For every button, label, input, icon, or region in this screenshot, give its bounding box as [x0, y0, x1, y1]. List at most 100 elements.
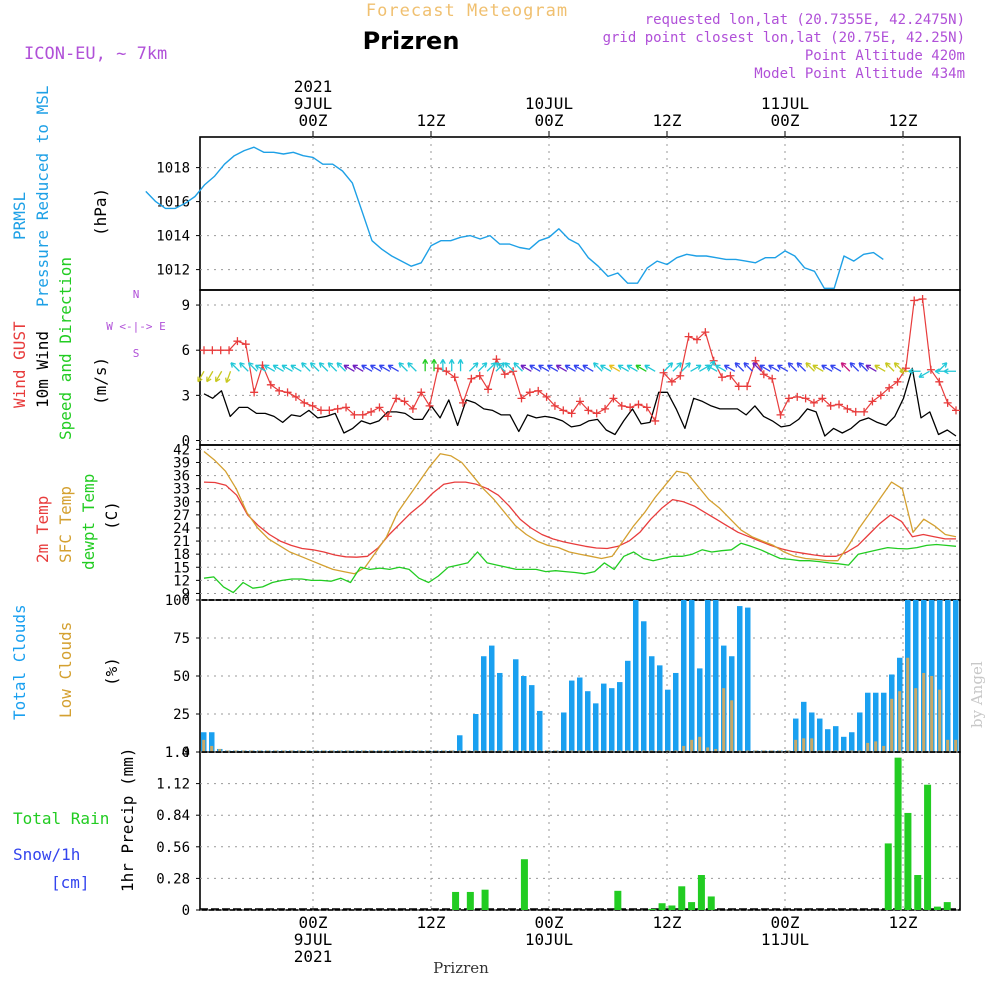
gust-marker — [768, 374, 777, 383]
total-cloud-bar — [625, 660, 631, 752]
wind-arrow — [768, 364, 780, 372]
total-cloud-bar — [953, 600, 959, 752]
y-tick-label: 27 — [173, 508, 190, 524]
low-cloud-bar — [202, 739, 206, 752]
rain-bar — [904, 812, 912, 910]
rain-bar — [688, 902, 696, 910]
gust-marker — [826, 401, 835, 410]
wind-arrow — [723, 364, 736, 372]
rain-bar — [943, 902, 951, 910]
wind-arrow — [263, 364, 276, 372]
total-cloud-bar — [833, 726, 839, 752]
gust-marker — [667, 377, 676, 386]
wind-arrow — [387, 364, 399, 372]
gust-marker — [208, 346, 217, 355]
panel-frame — [199, 444, 961, 601]
total-cloud-bar — [657, 665, 663, 752]
gust-marker — [484, 385, 493, 394]
total-cloud-bar — [529, 685, 535, 752]
pressure-line — [145, 146, 884, 289]
gust-marker — [283, 388, 292, 397]
wind-arrow — [361, 364, 373, 372]
total-cloud-bar — [825, 729, 831, 752]
wind-arrow — [690, 364, 702, 372]
time-tick-bottom-label: 12Z — [653, 913, 682, 932]
total-cloud-bar — [601, 683, 607, 752]
wind-arrow — [743, 362, 753, 372]
low-cloud-bar — [930, 676, 934, 752]
gust-marker — [692, 335, 701, 344]
wind-arrow — [225, 371, 232, 384]
rain-bar — [452, 891, 460, 910]
y-tick-label: 1018 — [156, 161, 190, 177]
gust-marker — [400, 397, 409, 406]
wind-arrow — [281, 364, 293, 372]
wind-arrow — [672, 362, 683, 372]
gust-marker — [492, 355, 501, 364]
y-tick-label: 15 — [173, 560, 190, 576]
low-cloud-bar — [882, 745, 886, 752]
wind-arrow — [600, 364, 612, 372]
pressure-label-1: PRMSL — [10, 192, 29, 240]
y-tick-label: 1.4 — [165, 745, 190, 761]
gust-marker — [893, 377, 902, 386]
time-tick-top-label: 12Z — [653, 111, 682, 130]
time-tick-top-label: 00Z — [299, 111, 328, 130]
gust-marker — [759, 370, 768, 379]
gust-marker — [350, 410, 359, 419]
y-tick-label: 3 — [182, 388, 190, 404]
point-altitude: Point Altitude 420m — [805, 48, 965, 64]
wind-arrow — [448, 358, 455, 372]
total-cloud-bar — [649, 656, 655, 752]
wind-arrow — [759, 364, 771, 372]
gust-marker — [918, 295, 927, 304]
gust-marker — [626, 403, 635, 412]
gust-marker — [450, 373, 459, 382]
gust-marker — [617, 401, 626, 410]
wind-arrow — [336, 362, 347, 372]
low-cloud-bar — [874, 741, 878, 752]
gust-marker — [935, 377, 944, 386]
low-cloud-bar — [866, 742, 870, 752]
gust-marker — [634, 400, 643, 409]
gust-marker — [584, 406, 593, 415]
gust-marker — [684, 332, 693, 341]
total-cloud-bar — [881, 692, 887, 752]
wind-arrow — [582, 364, 594, 372]
y-tick-label: 0.28 — [156, 871, 190, 887]
low-cloud-bar — [218, 748, 222, 752]
low-clouds-label: Low Clouds — [56, 622, 75, 718]
gust-marker — [784, 394, 793, 403]
total-cloud-bar — [665, 689, 671, 752]
y-tick-label: 0 — [182, 433, 190, 449]
total-cloud-bar — [945, 600, 951, 752]
total-cloud-bar — [473, 714, 479, 752]
gust-marker — [793, 392, 802, 401]
gust-marker — [250, 388, 259, 397]
total-cloud-bar — [513, 659, 519, 752]
wind-arrow — [529, 364, 541, 372]
snow-label: Snow/1h — [13, 845, 80, 864]
y-tick-label: 25 — [173, 707, 190, 723]
gust-marker — [517, 394, 526, 403]
wind-arrow — [787, 362, 798, 372]
rain-bar — [481, 889, 489, 910]
wind-arrow — [752, 362, 762, 372]
chart-subtitle: Forecast Meteogram — [366, 1, 568, 21]
wind-arrow — [943, 368, 956, 375]
low-cloud-bar — [698, 736, 702, 752]
wind-arrow — [593, 362, 603, 372]
wind-arrow — [546, 364, 559, 372]
total-cloud-bar — [841, 736, 847, 752]
total-cloud-bar — [809, 712, 815, 752]
wind-arrow — [477, 362, 488, 372]
rain-bar — [884, 843, 892, 910]
y-tick-label: 9 — [182, 586, 190, 602]
wind-arrow — [821, 364, 833, 372]
gust-marker — [383, 412, 392, 421]
low-cloud-bar — [906, 657, 910, 752]
wind-arrow — [776, 364, 789, 372]
time-tick-top-label: 00Z — [771, 111, 800, 130]
total-clouds-label: Total Clouds — [10, 604, 29, 720]
